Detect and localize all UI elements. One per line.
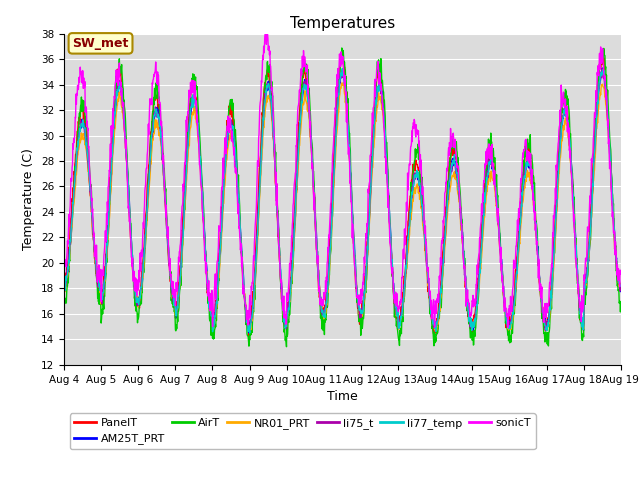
sonicT <box>502 305 509 311</box>
li75_t <box>541 327 549 333</box>
li75_t <box>170 296 178 302</box>
PanelT <box>245 333 253 338</box>
NR01_PRT <box>552 236 559 242</box>
PanelT <box>552 209 559 215</box>
li77_temp <box>184 146 191 152</box>
PanelT <box>184 128 191 134</box>
li75_t <box>598 66 605 72</box>
li75_t <box>617 286 625 291</box>
Line: li77_temp: li77_temp <box>64 69 621 333</box>
li75_t <box>184 141 191 147</box>
AirT <box>283 344 291 349</box>
NR01_PRT <box>340 80 348 85</box>
PanelT <box>60 289 68 295</box>
PanelT <box>170 301 178 307</box>
sonicT <box>60 268 68 274</box>
sonicT <box>246 315 254 321</box>
AirT <box>502 320 510 325</box>
AirT <box>246 330 254 336</box>
li75_t <box>246 325 254 331</box>
li77_temp <box>502 318 510 324</box>
AM25T_PRT <box>429 320 437 326</box>
AirT <box>552 228 559 234</box>
AirT <box>60 292 68 298</box>
AirT <box>184 130 191 135</box>
NR01_PRT <box>60 289 68 295</box>
li75_t <box>60 286 68 291</box>
AM25T_PRT <box>502 311 509 317</box>
sonicT <box>429 302 437 308</box>
sonicT <box>261 31 269 36</box>
Legend: PanelT, AM25T_PRT, AirT, NR01_PRT, li75_t, li77_temp, sonicT: PanelT, AM25T_PRT, AirT, NR01_PRT, li75_… <box>70 413 536 449</box>
NR01_PRT <box>617 286 625 292</box>
Title: Temperatures: Temperatures <box>290 16 395 31</box>
NR01_PRT <box>433 327 440 333</box>
NR01_PRT <box>184 157 191 163</box>
AM25T_PRT <box>170 299 178 305</box>
li77_temp <box>429 318 437 324</box>
PanelT <box>429 331 437 336</box>
Line: AirT: AirT <box>64 48 621 347</box>
AirT <box>338 45 346 51</box>
Y-axis label: Temperature (C): Temperature (C) <box>22 148 35 250</box>
AM25T_PRT <box>245 330 253 336</box>
li77_temp <box>339 66 346 72</box>
AM25T_PRT <box>246 323 254 329</box>
sonicT <box>170 290 178 296</box>
X-axis label: Time: Time <box>327 390 358 403</box>
PanelT <box>502 315 510 321</box>
Line: li75_t: li75_t <box>64 69 621 330</box>
li77_temp <box>246 325 254 331</box>
AM25T_PRT <box>551 239 559 245</box>
li77_temp <box>552 221 559 227</box>
sonicT <box>552 185 559 191</box>
sonicT <box>617 271 625 277</box>
li75_t <box>551 232 559 238</box>
Line: sonicT: sonicT <box>64 34 621 327</box>
li77_temp <box>617 283 625 289</box>
li75_t <box>502 309 509 314</box>
li77_temp <box>246 330 253 336</box>
Line: AM25T_PRT: AM25T_PRT <box>64 68 621 333</box>
AM25T_PRT <box>617 288 625 294</box>
AM25T_PRT <box>60 289 68 295</box>
AirT <box>429 337 437 343</box>
NR01_PRT <box>246 322 254 327</box>
Line: NR01_PRT: NR01_PRT <box>64 83 621 330</box>
AirT <box>170 309 178 314</box>
Line: PanelT: PanelT <box>64 57 621 336</box>
li77_temp <box>170 295 178 301</box>
sonicT <box>504 324 511 330</box>
PanelT <box>246 330 254 336</box>
PanelT <box>339 54 346 60</box>
Text: SW_met: SW_met <box>72 37 129 50</box>
li75_t <box>429 319 436 324</box>
NR01_PRT <box>170 296 178 302</box>
AM25T_PRT <box>598 65 606 71</box>
sonicT <box>184 109 191 115</box>
AM25T_PRT <box>184 148 191 154</box>
PanelT <box>617 287 625 293</box>
NR01_PRT <box>429 320 437 325</box>
li77_temp <box>60 288 68 294</box>
AirT <box>617 300 625 305</box>
NR01_PRT <box>502 309 510 315</box>
